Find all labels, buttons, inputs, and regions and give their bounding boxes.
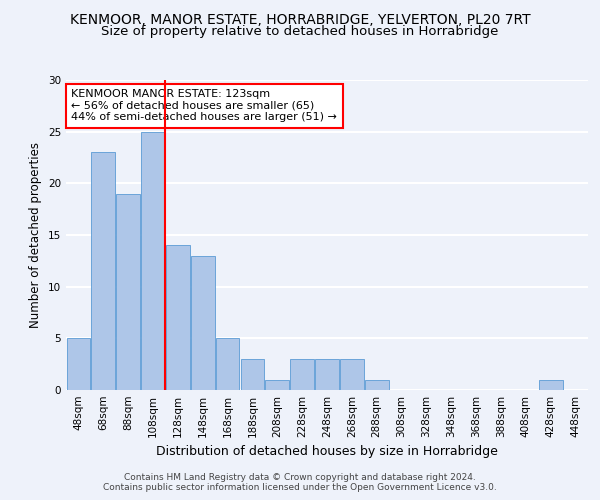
Bar	[290, 359, 314, 390]
Bar	[315, 359, 339, 390]
Bar	[539, 380, 563, 390]
Bar	[241, 359, 264, 390]
Bar	[216, 338, 239, 390]
Y-axis label: Number of detached properties: Number of detached properties	[29, 142, 43, 328]
Bar	[191, 256, 215, 390]
Bar	[91, 152, 115, 390]
Text: KENMOOR MANOR ESTATE: 123sqm
← 56% of detached houses are smaller (65)
44% of se: KENMOOR MANOR ESTATE: 123sqm ← 56% of de…	[71, 90, 337, 122]
Text: Contains HM Land Registry data © Crown copyright and database right 2024.
Contai: Contains HM Land Registry data © Crown c…	[103, 473, 497, 492]
Text: KENMOOR, MANOR ESTATE, HORRABRIDGE, YELVERTON, PL20 7RT: KENMOOR, MANOR ESTATE, HORRABRIDGE, YELV…	[70, 12, 530, 26]
Bar	[141, 132, 165, 390]
X-axis label: Distribution of detached houses by size in Horrabridge: Distribution of detached houses by size …	[156, 446, 498, 458]
Bar	[166, 246, 190, 390]
Bar	[340, 359, 364, 390]
Bar	[67, 338, 90, 390]
Bar	[365, 380, 389, 390]
Bar	[265, 380, 289, 390]
Text: Size of property relative to detached houses in Horrabridge: Size of property relative to detached ho…	[101, 25, 499, 38]
Bar	[116, 194, 140, 390]
